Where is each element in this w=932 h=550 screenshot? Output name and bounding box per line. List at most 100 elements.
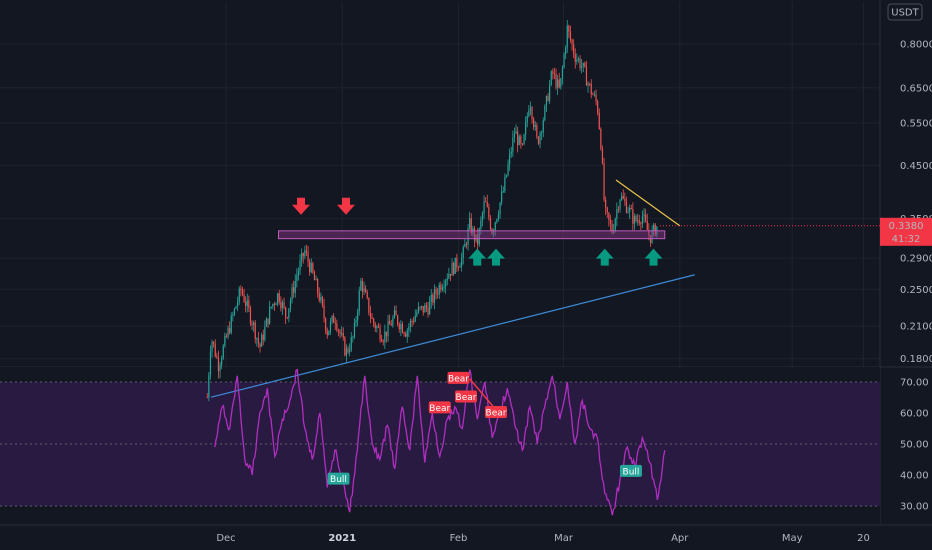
currency-badge-bg[interactable]: [887, 3, 923, 21]
candle-body: [222, 345, 224, 359]
candle-body: [232, 314, 234, 316]
candle-body: [437, 293, 439, 295]
candle-body: [265, 318, 268, 327]
candle-body: [529, 107, 532, 111]
candle-body: [441, 287, 444, 290]
candle-body: [488, 206, 490, 218]
candle-body: [281, 302, 284, 309]
candle-body: [297, 270, 300, 276]
candle-body: [552, 71, 554, 74]
candle-body: [214, 344, 216, 357]
candle-body: [497, 214, 500, 220]
candle-body: [640, 223, 642, 225]
currency-badge[interactable]: USDT: [887, 3, 923, 21]
candle-body: [574, 54, 576, 62]
candle-body: [296, 275, 298, 281]
candle-body: [331, 315, 333, 322]
candle-body: [453, 262, 455, 274]
candle-body: [336, 323, 338, 331]
rsi-tick-label: 60.00: [900, 409, 929, 420]
rsi-background: [0, 367, 880, 524]
candle-body: [293, 287, 295, 293]
current-price-bg: [880, 217, 932, 246]
rsi-line[interactable]: [214, 368, 666, 516]
candle-body: [478, 228, 480, 245]
candle-body: [521, 143, 524, 145]
candle-body: [253, 322, 255, 325]
candle-body: [467, 228, 469, 245]
rsi-tick-label: 50.00: [900, 440, 929, 451]
candle-body: [616, 209, 618, 219]
rsi-pane[interactable]: Bear Bear Bear Bear Bull Bull: [214, 368, 666, 516]
candle-body: [505, 174, 508, 178]
candle-body: [261, 334, 263, 347]
candle-body: [483, 201, 485, 214]
candle-body: [531, 107, 533, 120]
resistance-zone: [278, 230, 666, 240]
candle-body: [320, 296, 322, 301]
candle-body: [224, 335, 226, 346]
candle-body: [534, 125, 536, 128]
candle-body: [603, 163, 605, 200]
candle-body: [421, 306, 423, 308]
candle-body: [243, 294, 245, 302]
price-pane[interactable]: [206, 20, 658, 402]
candle-body: [344, 337, 346, 356]
candle-body: [523, 134, 525, 145]
candle-body: [477, 234, 479, 245]
candle-body: [272, 303, 274, 307]
candle-body: [413, 321, 415, 323]
candle-body: [457, 267, 460, 269]
candle-body: [537, 136, 540, 144]
time-tick-label: 2021: [328, 533, 356, 544]
time-tick-label: Dec: [216, 533, 235, 544]
candle-body: [397, 315, 399, 325]
candle-body: [307, 252, 309, 262]
candle-body: [601, 148, 604, 164]
candle-body: [377, 326, 380, 328]
candle-body: [480, 220, 482, 229]
candle-body: [491, 228, 493, 234]
bear-label-bg: [485, 406, 507, 418]
up-arrow-icon: [595, 248, 614, 266]
candle-body: [571, 39, 573, 45]
candle-body: [597, 101, 599, 113]
candle-body: [385, 331, 388, 337]
candle-body: [528, 110, 530, 117]
candle-body: [341, 333, 343, 334]
candle-body: [606, 207, 608, 213]
up-arrow-icon: [644, 248, 663, 266]
candle-body: [510, 151, 512, 154]
candle-body: [419, 307, 421, 308]
candle-body: [449, 273, 452, 276]
candle-body: [225, 335, 228, 337]
candle-body: [517, 131, 519, 146]
current-price-countdown: 41:32: [892, 234, 921, 245]
candle-body: [605, 199, 607, 208]
candle-body: [382, 341, 384, 343]
candle-body: [525, 122, 527, 135]
rsi-tick-label: 30.00: [900, 502, 929, 513]
candle-body: [409, 321, 412, 327]
candle-body: [443, 286, 445, 288]
candle-body: [270, 306, 272, 308]
candle-body: [249, 308, 252, 324]
candle-body: [645, 214, 647, 221]
candle-body: [643, 214, 645, 217]
candle-body: [233, 308, 236, 315]
candle-body: [635, 216, 637, 222]
candle-body: [653, 224, 655, 230]
candle-body: [646, 220, 648, 230]
candle-body: [371, 317, 373, 319]
candle-body: [520, 136, 522, 144]
candle-body: [451, 262, 453, 276]
candle-body: [376, 326, 378, 329]
candle-body: [361, 280, 364, 292]
candle-body: [485, 201, 487, 203]
candle-body: [424, 305, 426, 313]
candle-body: [280, 301, 282, 309]
candle-body: [379, 327, 381, 340]
candle-body: [549, 84, 551, 101]
candle-body: [323, 305, 325, 319]
